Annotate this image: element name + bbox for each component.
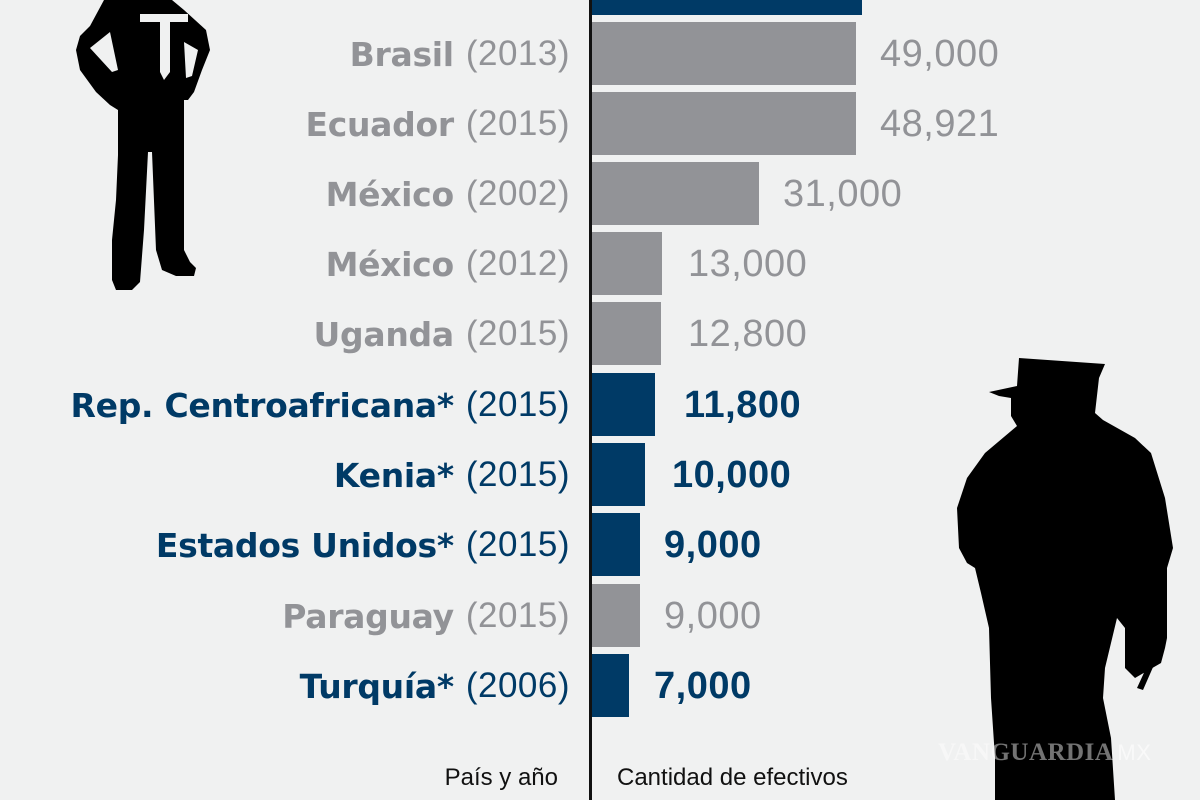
category-label: Uganda (2015)	[314, 302, 570, 366]
country-name: Estados Unidos*	[155, 525, 454, 565]
year: (2012)	[465, 244, 570, 283]
year: (2015)	[465, 596, 570, 635]
bar-row: Ecuador (2015) 48,921	[0, 92, 1200, 156]
value-label: 9,000	[664, 523, 762, 566]
country-name: México	[325, 174, 455, 214]
year: (2015)	[465, 104, 570, 143]
year: (2013)	[465, 34, 570, 73]
country-name: Ecuador	[305, 104, 454, 144]
bar	[592, 513, 640, 576]
bar	[592, 654, 629, 717]
bar	[592, 232, 662, 295]
bar	[592, 584, 640, 647]
bar	[592, 443, 645, 506]
watermark-brand: VANGUARDIA	[938, 739, 1114, 766]
year: (2006)	[465, 666, 570, 705]
year: (2015)	[465, 455, 570, 494]
bar-row: Brasil (2013) 49,000	[0, 22, 1200, 86]
bar-row: Estados Unidos* (2015) 9,000	[0, 513, 1200, 577]
category-label: México (2002)	[326, 162, 570, 226]
value-label: 10,000	[672, 453, 792, 496]
y-axis-title: País y año	[444, 764, 558, 791]
category-label: México (2012)	[326, 232, 570, 296]
bar-row: México (2012) 13,000	[0, 232, 1200, 296]
category-axis-line	[589, 0, 592, 800]
value-label: 9,000	[664, 594, 762, 637]
bar-row: Kenia* (2015) 10,000	[0, 443, 1200, 507]
category-label: Brasil (2013)	[350, 22, 570, 86]
bar-row: Uganda (2015) 12,800	[0, 302, 1200, 366]
category-label: Rep. Centroafricana* (2015)	[71, 373, 571, 437]
country-name: Turquía*	[299, 666, 455, 706]
bar	[592, 0, 862, 15]
x-axis-title: Cantidad de efectivos	[617, 764, 848, 791]
category-label: Ecuador (2015)	[305, 92, 570, 156]
year: (2002)	[465, 174, 570, 213]
country-name: Uganda	[313, 314, 455, 354]
category-label: Paraguay (2015)	[282, 584, 570, 648]
category-label: Kenia* (2015)	[334, 443, 570, 507]
bar	[592, 302, 661, 365]
country-name: Paraguay	[282, 596, 454, 636]
country-name: Rep. Centroafricana*	[70, 385, 455, 425]
value-label: 11,800	[684, 383, 802, 426]
bar	[592, 373, 655, 436]
year: (2015)	[465, 525, 570, 564]
year: (2015)	[465, 314, 570, 353]
value-label: 13,000	[688, 242, 808, 285]
bar-row-clipped-top	[0, 0, 1200, 16]
country-name: Kenia*	[333, 455, 454, 495]
watermark-suffix: MX	[1117, 740, 1152, 765]
bar	[592, 162, 759, 225]
country-name: Brasil	[349, 34, 454, 74]
value-label: 31,000	[783, 172, 903, 215]
category-label: Turquía* (2006)	[300, 654, 570, 718]
bar	[592, 22, 856, 85]
bar-row: Rep. Centroafricana* (2015) 11,800	[0, 373, 1200, 437]
bar-row: Paraguay (2015) 9,000	[0, 584, 1200, 648]
bar-row: México (2002) 31,000	[0, 162, 1200, 226]
category-label: Estados Unidos* (2015)	[156, 513, 570, 577]
value-label: 48,921	[880, 102, 1000, 145]
country-name: México	[325, 244, 455, 284]
bar	[592, 92, 856, 155]
value-label: 7,000	[654, 664, 752, 707]
value-label: 12,800	[688, 312, 808, 355]
value-label: 49,000	[880, 32, 1000, 75]
standing-officer-silhouette-icon	[76, 0, 210, 290]
watermark-logo: VANGUARDIA MX	[938, 739, 1151, 767]
walking-officer-silhouette-icon	[957, 358, 1173, 800]
bar-row: Turquía* (2006) 7,000	[0, 654, 1200, 718]
year: (2015)	[465, 385, 570, 424]
